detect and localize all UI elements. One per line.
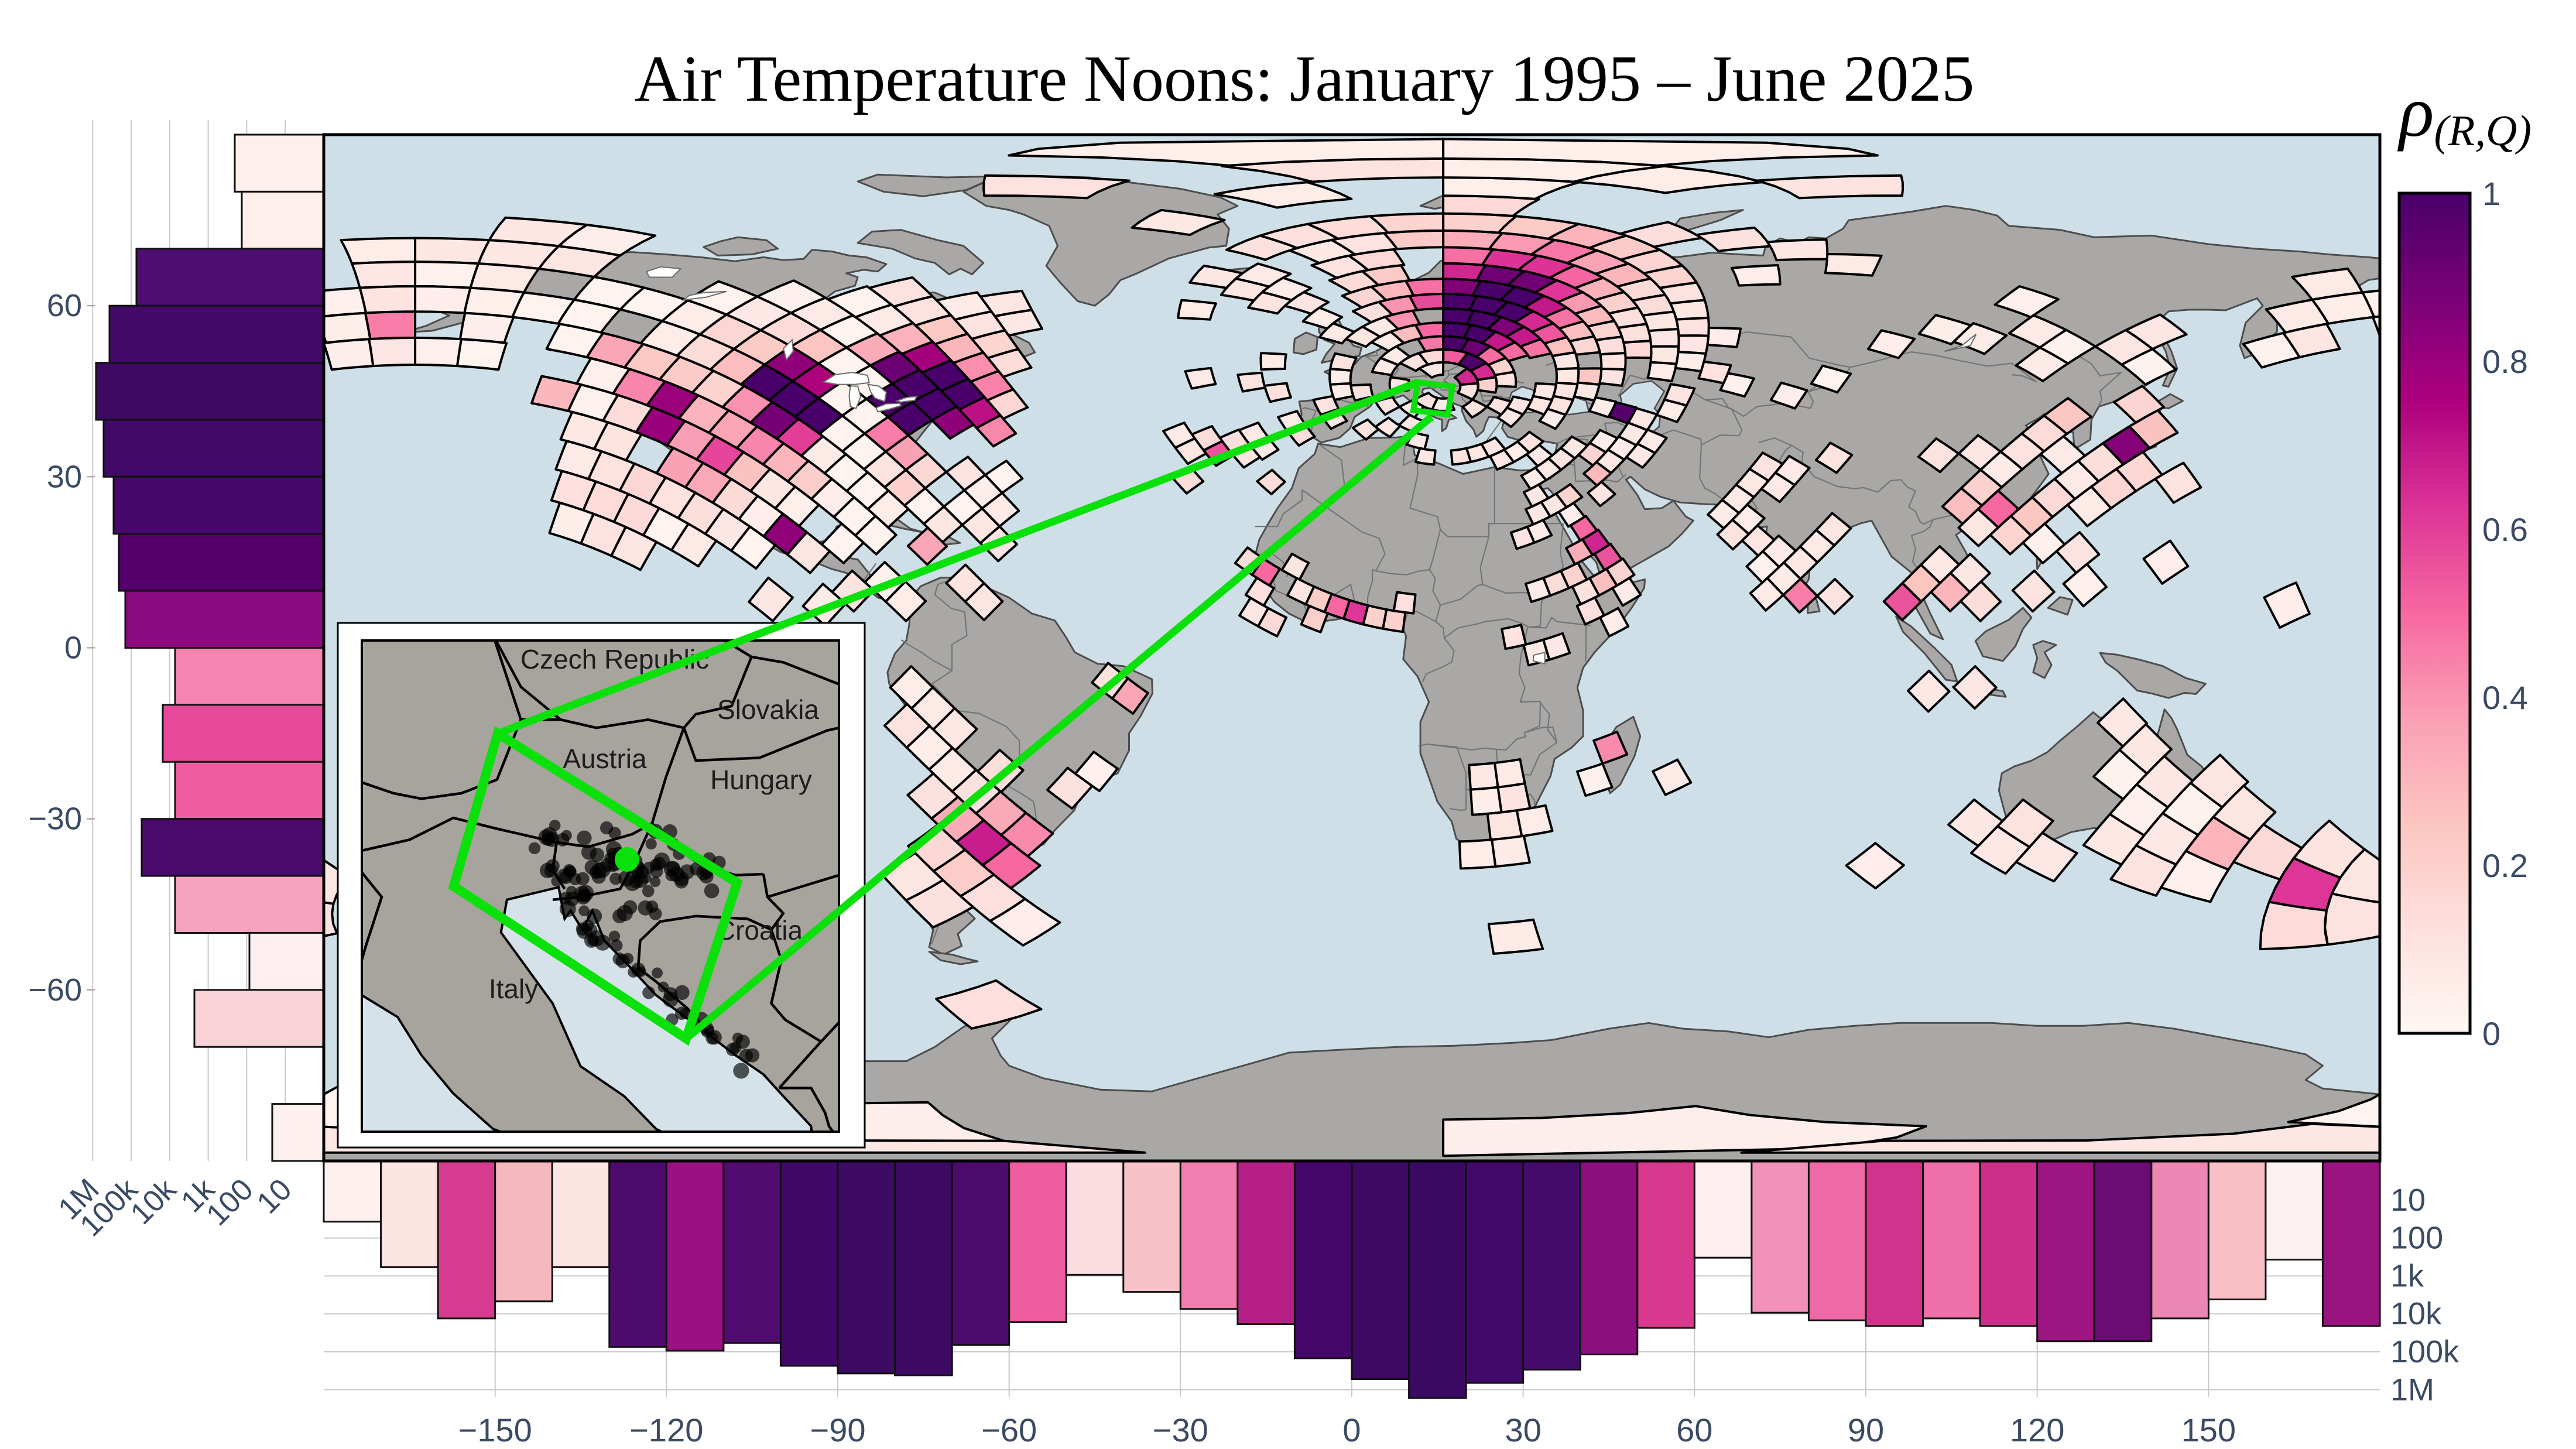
svg-text:100: 100 — [2390, 1221, 2443, 1256]
svg-text:90: 90 — [1848, 1412, 1884, 1448]
svg-text:10k: 10k — [2390, 1296, 2442, 1331]
svg-text:Hungary: Hungary — [710, 765, 812, 795]
svg-text:0.4: 0.4 — [2482, 679, 2528, 716]
svg-text:−150: −150 — [458, 1412, 532, 1448]
svg-text:10: 10 — [2390, 1183, 2426, 1218]
svg-text:−90: −90 — [810, 1412, 866, 1448]
svg-text:150: 150 — [2181, 1412, 2236, 1448]
svg-text:−30: −30 — [1153, 1412, 1208, 1448]
svg-text:1k: 1k — [2390, 1258, 2424, 1293]
svg-text:30: 30 — [1505, 1412, 1542, 1448]
svg-text:Austria: Austria — [563, 744, 647, 774]
svg-text:Italy: Italy — [489, 974, 538, 1004]
svg-text:0.2: 0.2 — [2482, 847, 2528, 884]
svg-text:0: 0 — [1342, 1412, 1361, 1448]
svg-text:100k: 100k — [2390, 1334, 2459, 1369]
svg-text:−30: −30 — [28, 801, 82, 837]
svg-text:1: 1 — [2482, 175, 2500, 212]
svg-text:Croatia: Croatia — [716, 915, 803, 946]
svg-text:−60: −60 — [981, 1412, 1037, 1448]
svg-text:0: 0 — [64, 631, 82, 666]
svg-text:−60: −60 — [28, 972, 82, 1008]
svg-text:0.8: 0.8 — [2482, 343, 2528, 380]
svg-text:Air Temperature Noons: January: Air Temperature Noons: January 1995 – Ju… — [635, 43, 1975, 115]
svg-text:Czech Republic: Czech Republic — [520, 644, 709, 674]
svg-text:30: 30 — [47, 459, 82, 494]
svg-text:60: 60 — [1676, 1412, 1712, 1448]
svg-text:Slovakia: Slovakia — [717, 694, 819, 725]
svg-text:1M: 1M — [2390, 1372, 2434, 1407]
svg-text:−120: −120 — [629, 1412, 703, 1448]
svg-text:120: 120 — [2010, 1412, 2064, 1448]
svg-text:0.6: 0.6 — [2482, 511, 2528, 548]
svg-text:60: 60 — [47, 288, 82, 323]
svg-text:0: 0 — [2482, 1015, 2500, 1052]
